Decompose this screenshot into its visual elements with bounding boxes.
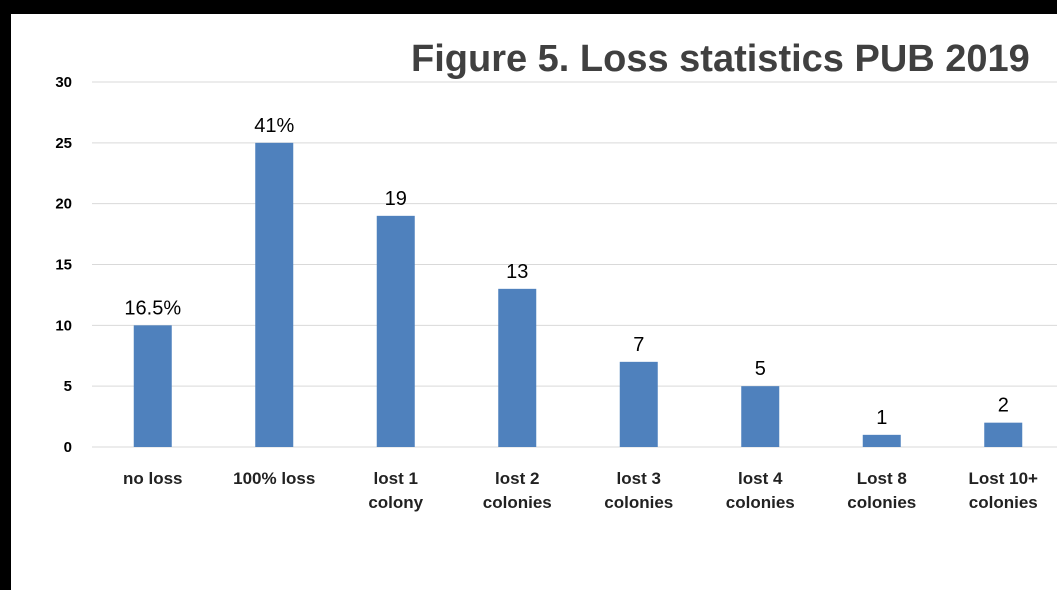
data-label: 1 [876, 407, 887, 429]
x-tick-label: Lost 8 [857, 469, 907, 488]
bar [984, 422, 1023, 447]
bar [619, 361, 658, 447]
y-tick-label: 30 [55, 74, 72, 91]
y-tick-label: 15 [55, 257, 72, 274]
data-label: 13 [506, 261, 528, 283]
bar [376, 215, 415, 447]
bar [255, 142, 294, 448]
x-tick-label: lost 4 [738, 469, 783, 488]
y-tick-label: 25 [55, 135, 72, 152]
x-tick-label: Lost 10+ [969, 469, 1039, 488]
x-tick-label: colonies [483, 493, 552, 512]
y-tick-label: 10 [55, 317, 72, 334]
x-tick-label: no loss [123, 469, 183, 488]
x-tick-label: lost 1 [374, 469, 418, 488]
y-tick-label: 0 [64, 439, 72, 456]
chart-title: Figure 5. Loss statistics PUB 2019 [411, 38, 1030, 80]
data-label: 5 [755, 358, 766, 380]
x-tick-label: lost 3 [617, 469, 661, 488]
x-tick-label: lost 2 [495, 469, 539, 488]
data-label: 16.5% [124, 297, 181, 319]
x-tick-label: colony [368, 493, 423, 512]
data-label: 41% [254, 115, 294, 137]
bar [498, 288, 537, 447]
bar [133, 325, 172, 447]
x-tick-label: colonies [604, 493, 673, 512]
bar [741, 386, 780, 447]
y-tick-label: 5 [64, 378, 72, 395]
x-tick-label: 100% loss [233, 469, 315, 488]
data-label: 2 [998, 395, 1009, 417]
data-label: 19 [385, 188, 407, 210]
x-tick-label: colonies [847, 493, 916, 512]
bar [862, 434, 901, 447]
x-tick-label: colonies [969, 493, 1038, 512]
y-tick-label: 20 [55, 196, 72, 213]
x-tick-label: colonies [726, 493, 795, 512]
data-label: 7 [633, 334, 644, 356]
